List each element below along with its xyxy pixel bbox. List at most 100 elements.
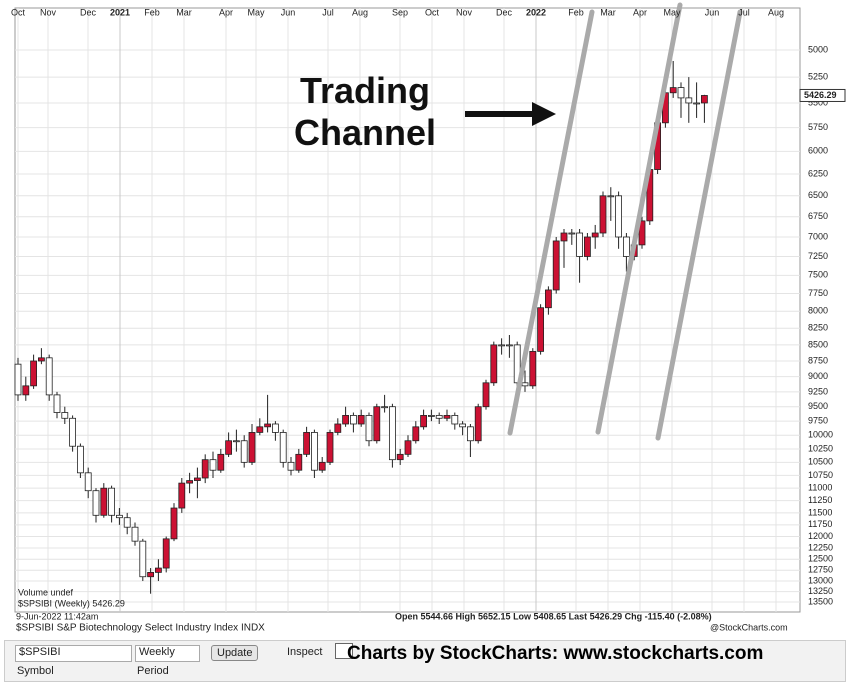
candle-body bbox=[349, 415, 357, 425]
y-tick-label: 11750 bbox=[808, 519, 832, 529]
y-tick-label: 12000 bbox=[808, 531, 833, 541]
y-tick-label: 5000 bbox=[808, 44, 828, 54]
y-tick-label: 9500 bbox=[808, 401, 828, 411]
x-tick-label: Oct bbox=[425, 7, 440, 17]
inspect[interactable]: Inspect bbox=[287, 646, 323, 658]
candle-body bbox=[443, 415, 451, 419]
y-tick-label: 13500 bbox=[808, 596, 833, 606]
candle-body bbox=[108, 487, 115, 516]
symbol-input[interactable]: $SPSIBI bbox=[15, 645, 132, 662]
y-tick-label: 5250 bbox=[808, 71, 828, 81]
copyright: @StockCharts.com bbox=[710, 622, 788, 632]
candle-body bbox=[357, 415, 365, 425]
control-bar: $SPSIBI Symbol Weekly Period Update Insp… bbox=[4, 640, 846, 682]
candle-body bbox=[482, 382, 490, 408]
x-tick-label: Mar bbox=[176, 7, 192, 17]
candle-body bbox=[248, 432, 256, 463]
candle-body bbox=[693, 102, 700, 105]
candle-body bbox=[116, 514, 123, 519]
x-tick-label: Jun bbox=[705, 7, 720, 17]
candle-body bbox=[178, 482, 186, 509]
candle-body bbox=[232, 440, 240, 443]
candle-body bbox=[568, 232, 576, 235]
y-tick-label: 7500 bbox=[808, 270, 828, 280]
x-tick-label: May bbox=[247, 7, 265, 17]
update-button[interactable]: Update bbox=[211, 645, 259, 661]
x-tick-label: May bbox=[663, 7, 681, 17]
inspect-checkbox[interactable] bbox=[335, 643, 353, 659]
annotation: Trading Channel bbox=[294, 70, 436, 153]
candle-body bbox=[623, 236, 630, 257]
y-tick-label: 6000 bbox=[808, 146, 828, 156]
candle-body bbox=[669, 87, 677, 94]
channel-line bbox=[655, 9, 743, 441]
candle-body bbox=[638, 220, 646, 246]
x-tick-label: Mar bbox=[600, 7, 616, 17]
candle-body bbox=[677, 87, 685, 99]
candle-body bbox=[388, 406, 396, 461]
credit: Charts by StockCharts: www.stockcharts.c… bbox=[347, 643, 764, 664]
x-tick-label: 2021 bbox=[110, 7, 130, 17]
x-tick-label: Apr bbox=[633, 7, 647, 17]
candle-body bbox=[459, 423, 467, 428]
candle-body bbox=[240, 440, 248, 463]
candle-body bbox=[287, 461, 295, 471]
candle-body bbox=[529, 350, 537, 387]
x-tick-label: Jul bbox=[738, 7, 750, 17]
x-tick-label: Oct bbox=[11, 7, 26, 17]
candle-body bbox=[701, 95, 708, 104]
candle-body bbox=[451, 415, 459, 425]
symbol-label: Symbol bbox=[17, 665, 54, 677]
candle-body bbox=[162, 538, 170, 569]
chart: Trading Channel Volume undef $SPSIBI (Wee… bbox=[11, 2, 846, 634]
candle-body bbox=[84, 472, 92, 492]
candle-body bbox=[474, 406, 482, 442]
y-tick-label: 8250 bbox=[808, 323, 828, 333]
candle-body bbox=[685, 97, 693, 104]
candle-body bbox=[147, 572, 155, 578]
candle-body bbox=[466, 426, 474, 442]
candle-body bbox=[123, 517, 131, 528]
last-price: 5426.29 bbox=[804, 90, 837, 100]
candle-body bbox=[505, 344, 513, 347]
x-tick-label: Aug bbox=[352, 7, 368, 17]
arrow-head bbox=[532, 102, 556, 126]
channel-line bbox=[507, 9, 595, 436]
candle-body bbox=[318, 461, 326, 471]
candle-body bbox=[591, 232, 599, 238]
y-tick-label: 9250 bbox=[808, 386, 828, 396]
x-tick-label: Aug bbox=[768, 7, 784, 17]
candle-body bbox=[209, 459, 217, 471]
period-select[interactable]: Weekly bbox=[135, 645, 200, 662]
y-tick-label: 8750 bbox=[808, 355, 828, 365]
y-tick-label: 9750 bbox=[808, 416, 828, 426]
x-tick-label: Apr bbox=[219, 7, 233, 17]
candle-body bbox=[412, 426, 420, 442]
candle-body bbox=[61, 412, 69, 419]
candle-body bbox=[552, 240, 560, 291]
x-tick-label: Sep bbox=[392, 7, 408, 17]
x-tick-label: Jun bbox=[281, 7, 296, 17]
y-tick-label: 13250 bbox=[808, 586, 833, 596]
candle-body bbox=[435, 415, 443, 419]
y-tick-label: 12500 bbox=[808, 554, 833, 564]
x-tick-label: Jul bbox=[322, 7, 334, 17]
candle-body bbox=[560, 232, 568, 242]
candle-body bbox=[303, 432, 311, 455]
y-tick-label: 10250 bbox=[808, 443, 833, 453]
candle-body bbox=[38, 357, 45, 362]
candle-body bbox=[92, 490, 100, 516]
candle-body bbox=[295, 453, 303, 471]
candle-body bbox=[545, 289, 552, 309]
y-tick-label: 7000 bbox=[808, 231, 828, 241]
y-tick-label: 10750 bbox=[808, 470, 833, 480]
y-tick-label: 10500 bbox=[808, 457, 833, 467]
candle-body bbox=[490, 344, 498, 384]
candle-body bbox=[77, 445, 84, 474]
candle-body bbox=[14, 363, 22, 396]
y-tick-label: 7250 bbox=[808, 251, 828, 261]
candle-body bbox=[217, 453, 225, 471]
plot-frame bbox=[14, 7, 801, 613]
quote: Open 5544.66 High 5652.15 Low 5408.65 La… bbox=[395, 611, 712, 621]
candle-body bbox=[225, 440, 233, 455]
